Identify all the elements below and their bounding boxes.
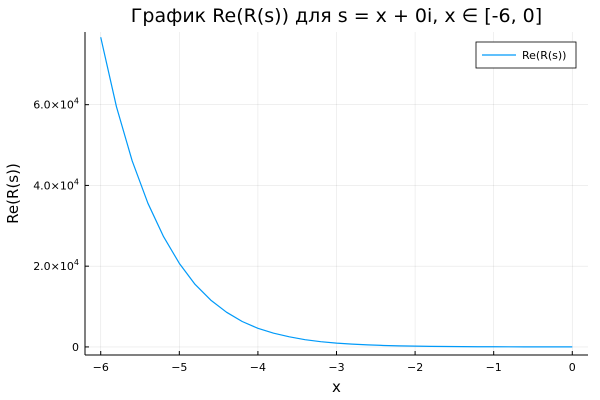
y-tick-label: 6.0×104 bbox=[33, 97, 79, 112]
x-ticks: −6 −5 −4 −3 −2 −1 0 bbox=[93, 351, 576, 374]
y-tick-label: 4.0×104 bbox=[33, 177, 79, 192]
x-tick-label: −5 bbox=[171, 361, 187, 374]
x-tick-label: −3 bbox=[328, 361, 344, 374]
y-tick-label: 0 bbox=[72, 341, 79, 354]
series bbox=[100, 37, 573, 348]
series-line bbox=[100, 37, 573, 348]
grid bbox=[85, 32, 588, 355]
x-axis-label: x bbox=[332, 378, 341, 396]
x-tick-label: −2 bbox=[407, 361, 423, 374]
x-tick-label: 0 bbox=[569, 361, 576, 374]
x-tick-label: −6 bbox=[93, 361, 109, 374]
x-tick-label: −1 bbox=[486, 361, 502, 374]
y-tick-label: 2.0×104 bbox=[33, 258, 79, 273]
x-tick-label: −4 bbox=[250, 361, 266, 374]
y-ticks: 0 2.0×104 4.0×104 6.0×104 bbox=[33, 97, 89, 354]
y-axis-label: Re(R(s)) bbox=[4, 163, 22, 224]
legend-label: Re(R(s)) bbox=[522, 49, 566, 62]
chart-title: График Re(R(s)) для s = x + 0i, x ∈ [-6,… bbox=[131, 5, 542, 27]
legend: Re(R(s)) bbox=[475, 41, 577, 69]
